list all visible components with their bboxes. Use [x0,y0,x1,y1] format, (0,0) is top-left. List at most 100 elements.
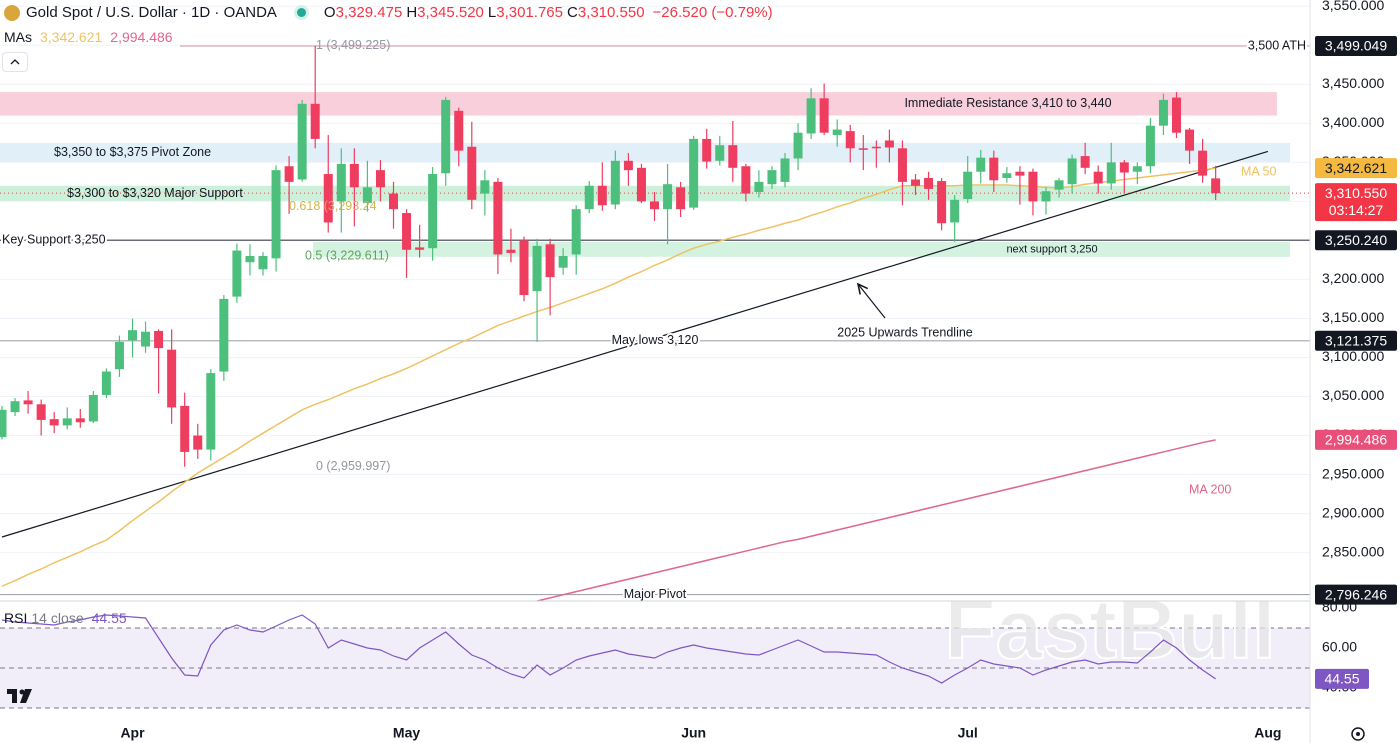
candle-body [441,99,451,174]
candle-body [271,170,281,259]
price-pane [0,5,1310,601]
current-price-label: 3,310.550 [1325,185,1387,201]
candle-body [310,103,320,139]
price-badge-label: 3,250.240 [1325,232,1387,248]
candle-body [323,174,333,223]
zone-label: $3,350 to $3,375 Pivot Zone [54,145,211,159]
candle-body [1080,156,1090,168]
candle-body [871,146,881,149]
countdown: 03:14:27 [1329,202,1384,218]
candle-body [506,249,516,253]
candle-body [676,187,686,210]
trendline-arrow [858,284,886,319]
ma-legend: MAs 3,342.621 2,994.486 [4,29,173,45]
collapse-button[interactable] [2,52,28,72]
candle-body [950,199,960,223]
ma-legend-title: MAs [4,29,32,45]
candle-body [167,349,177,408]
symbol-icon [4,4,20,21]
candle-body [258,256,268,270]
candle-body [336,163,346,202]
ma-legend-value: 3,342.621 [40,29,103,45]
x-tick-label: Jul [958,725,978,741]
fib-label: 1 (3,499.225) [316,38,390,52]
candle-body [924,177,934,189]
candle-body [193,435,203,450]
candle-body [349,163,359,188]
candle-body [1211,178,1221,194]
candle-body [428,174,438,249]
rsi-legend-part: RSI [4,610,27,626]
symbol-title: Gold Spot / U.S. Dollar · 1D · OANDA [26,4,277,21]
candle-body [963,171,973,200]
market-status [296,8,306,17]
y-tick-label: 3,100.000 [1322,348,1384,364]
y-tick-label: 3,450.000 [1322,75,1384,91]
candle-body [793,132,803,159]
ma-badge [1315,429,1397,450]
candle-body [10,401,20,413]
rsi-legend-part: close [51,610,84,626]
candle-body [232,250,242,297]
candle-body [1093,171,1103,184]
candle-body [754,181,764,193]
candle-body [467,146,477,200]
rsi-tick-label: 60.00 [1322,639,1357,655]
candle-body [741,166,751,194]
candle-body [989,157,999,181]
y-tick-label: 2,900.000 [1322,504,1384,520]
price-badge [1315,584,1397,605]
candle-body [845,131,855,149]
candle-body [362,187,372,203]
ohlc-value: 3,329.475 [335,4,403,21]
candle-body [0,409,7,438]
fib-label: 0.5 (3,229.611) [305,249,389,263]
zone [313,241,1290,257]
candle-body [1067,158,1077,185]
ma-label: MA 50 [1241,164,1276,178]
candle-body [284,166,294,182]
zone-label: Immediate Resistance 3,410 to 3,440 [904,96,1111,110]
ohlc-key: C [566,4,578,21]
candle-body [780,158,790,182]
candle-body [911,179,920,186]
ohlc-key: O [323,4,336,21]
candle-body [375,170,385,188]
candle-body [1185,129,1195,151]
x-tick-label: May [393,725,420,741]
candle-body [937,181,947,224]
candle-body [415,247,425,250]
candle-body [23,400,33,405]
y-tick-label: 3,050.000 [1322,387,1384,403]
candle-body [114,341,124,370]
candle-body [454,110,464,151]
settings-button[interactable] [1351,727,1365,741]
ohlc-value: 3,301.765 [496,4,563,21]
change: −26.520 (−0.79%) [652,4,773,21]
candle-body [1172,97,1181,133]
candle-body [806,98,816,134]
y-tick-label: 2,950.000 [1322,465,1384,481]
candle-body [1145,125,1155,167]
candle-body [663,184,673,210]
candle-body [702,138,712,162]
price-line-note: 3,500 ATH [1248,38,1306,52]
candle-body [650,201,659,210]
ma-badge-label: 2,994.486 [1325,432,1387,448]
chevron [10,59,20,65]
ohlc-key: H [406,4,418,21]
candle-body [728,145,738,168]
candle-body [141,331,151,347]
price-badge-label: 2,796.246 [1325,586,1387,602]
candle-body [532,245,542,292]
ma-line [536,439,1216,601]
candle-body [75,418,85,423]
candle-body [689,138,699,208]
candle-body [154,330,164,349]
candle-body [610,160,620,205]
candle-body [389,193,398,210]
candle-body [715,145,725,161]
ohlc-key: L [487,4,497,21]
candle-body [571,209,581,255]
